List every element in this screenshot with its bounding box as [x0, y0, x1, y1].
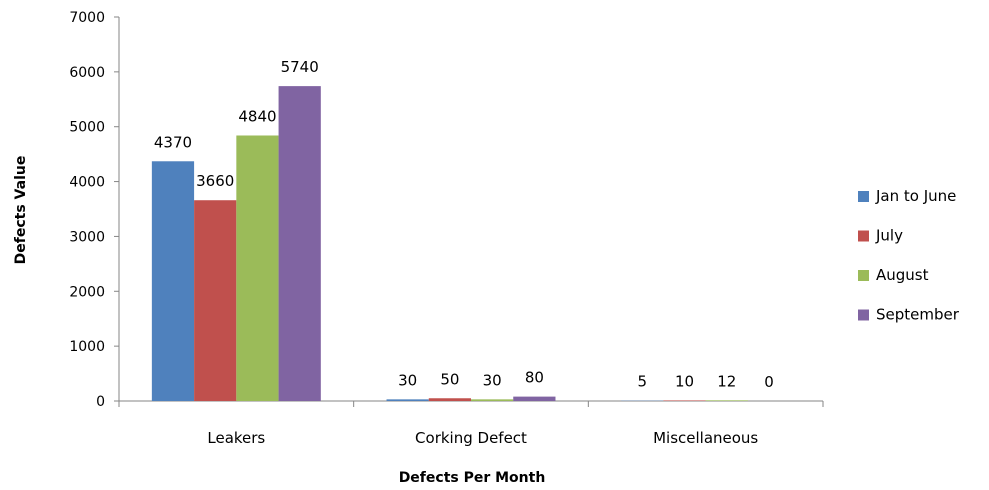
bar	[428, 398, 471, 401]
bar	[151, 161, 195, 401]
y-tick-label: 5000	[69, 120, 105, 136]
data-label: 10	[675, 372, 694, 390]
y-tick-label: 0	[96, 394, 105, 410]
bar	[194, 200, 237, 401]
x-category-label: Leakers	[207, 429, 265, 447]
y-tick-label: 1000	[69, 339, 105, 355]
x-category-label: Miscellaneous	[653, 429, 758, 447]
y-tick-label: 2000	[69, 284, 105, 300]
data-label: 30	[483, 371, 502, 389]
data-label: 4840	[238, 107, 276, 125]
bar	[386, 399, 429, 401]
y-tick-label: 3000	[69, 229, 105, 245]
legend: Jan to June July August September	[858, 187, 960, 324]
bars	[151, 86, 748, 402]
y-axis-title: Defects Value	[13, 156, 29, 265]
data-label: 50	[440, 370, 459, 388]
x-axis: Leakers Corking Defect Miscellaneous	[118, 400, 824, 447]
legend-label: September	[876, 306, 960, 324]
legend-label: August	[876, 266, 929, 284]
x-category-label: Corking Defect	[415, 429, 527, 447]
legend-swatch	[858, 309, 869, 321]
legend-swatch	[858, 191, 869, 202]
bar	[663, 400, 706, 401]
data-label: 30	[398, 371, 417, 389]
data-label: 4370	[154, 133, 192, 151]
x-axis-title: Defects Per Month	[399, 470, 546, 486]
y-axis: 0 1000 2000 3000 4000 5000 6000 7000	[69, 10, 120, 410]
y-tick-label: 4000	[69, 175, 105, 191]
legend-label: Jan to June	[875, 187, 956, 205]
bar	[236, 135, 279, 401]
legend-swatch	[858, 270, 869, 281]
y-tick-label: 7000	[69, 10, 105, 26]
data-label: 0	[764, 373, 774, 391]
bar	[471, 399, 514, 401]
data-label: 12	[717, 372, 736, 390]
bar	[513, 396, 556, 401]
data-label: 3660	[196, 172, 234, 190]
legend-label: July	[875, 227, 903, 245]
data-label: 5	[638, 373, 648, 391]
data-label: 5740	[281, 58, 319, 76]
bar	[705, 400, 748, 401]
data-labels: 4370 3660 4840 5740 30 50 30 80 5 10 12 0	[154, 58, 774, 391]
data-label: 80	[525, 369, 544, 387]
bar	[278, 86, 321, 402]
y-tick-label: 6000	[69, 65, 105, 81]
legend-swatch	[858, 230, 869, 242]
